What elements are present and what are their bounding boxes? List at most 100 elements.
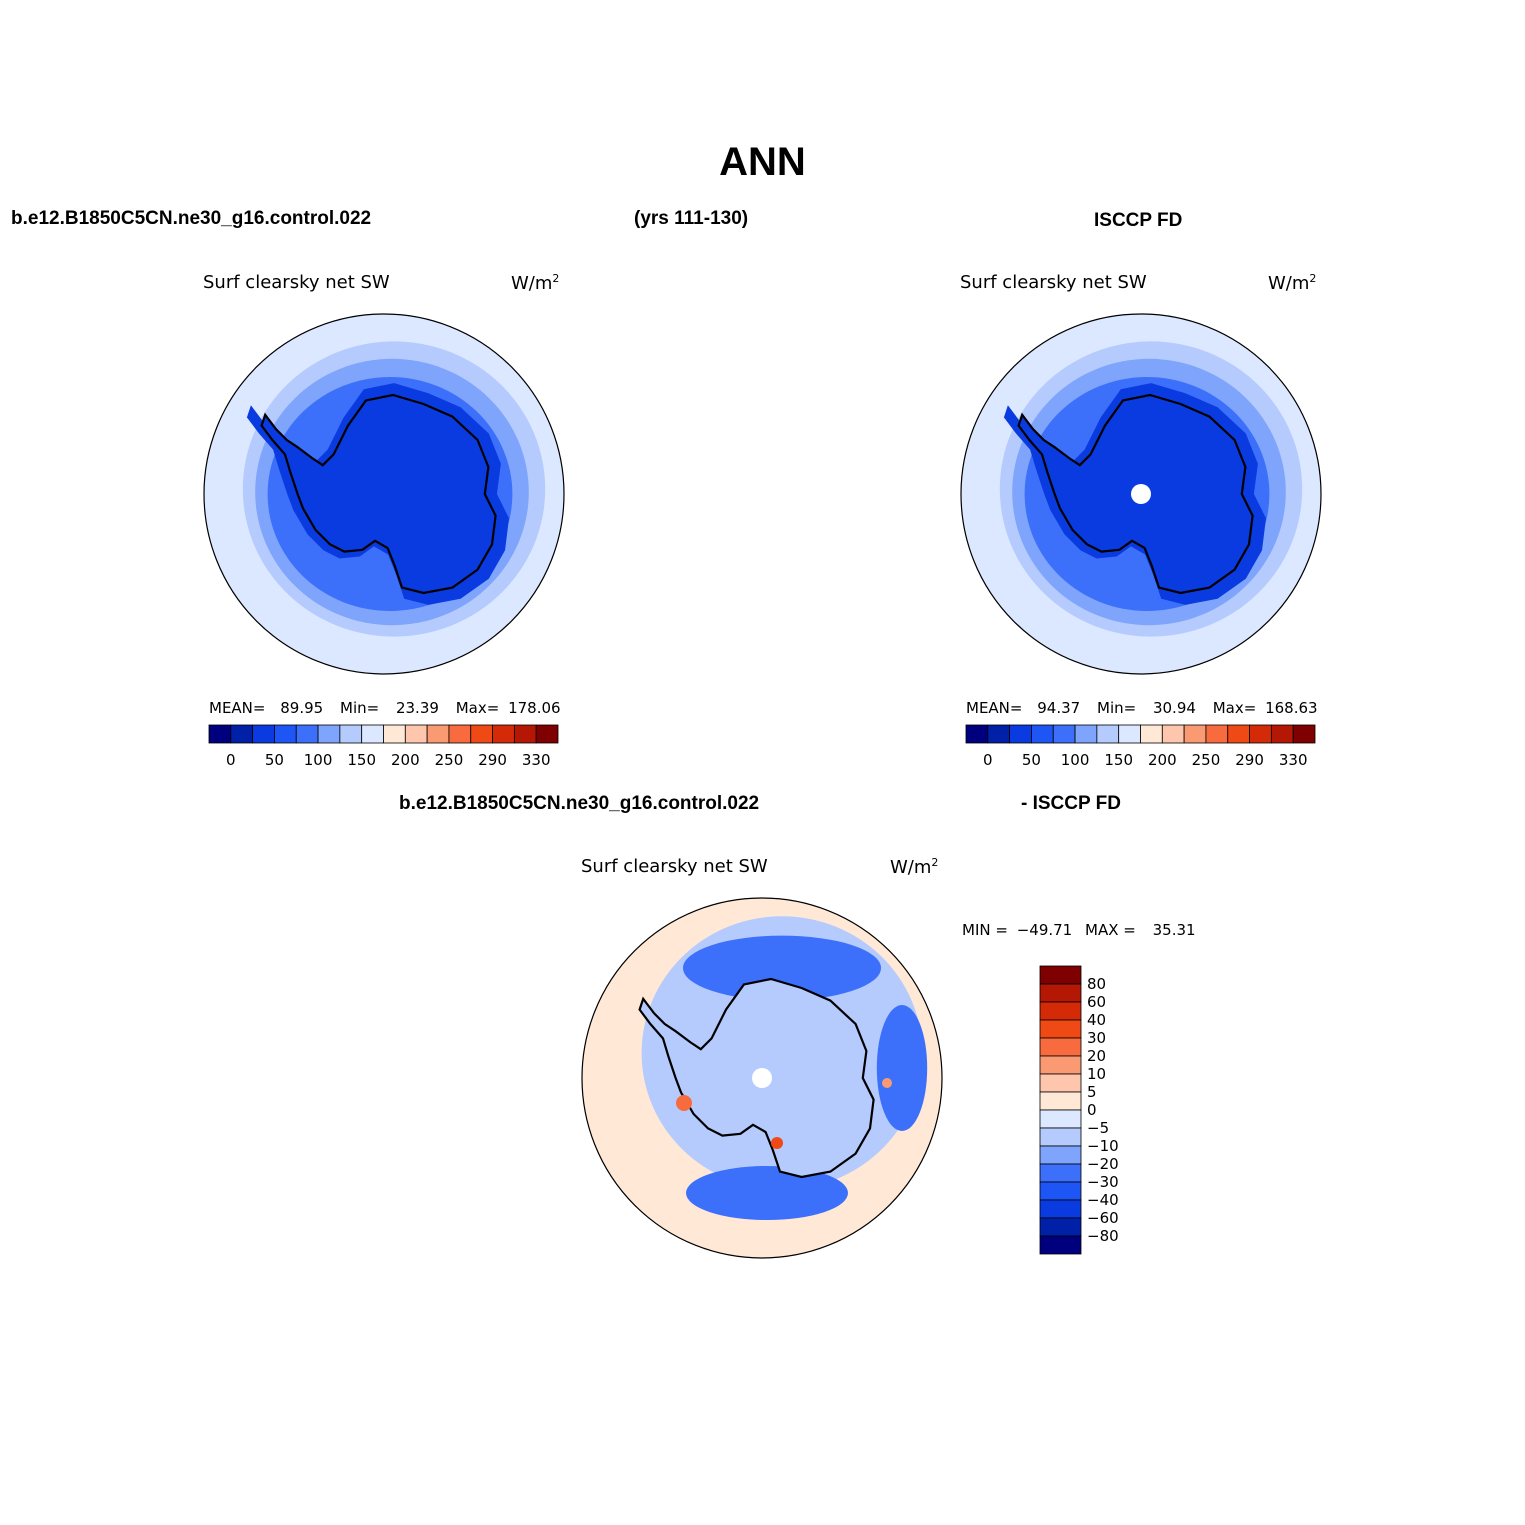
diff-pole-mask [752,1068,772,1088]
diff-colorbar-tick-label: −60 [1087,1209,1119,1227]
diff-colorbar-tick-label: −80 [1087,1227,1119,1245]
diff-colorbar-tick-label: −40 [1087,1191,1119,1209]
panel2-stats: MEAN= 94.37 Min= 30.94 Max= 168.63 [966,699,1318,717]
diff-colorbar-swatch [1039,1109,1082,1129]
panel1-colorbar-swatch [208,724,232,744]
panel1-max-label: Max= [455,699,500,717]
panel1-variable-label: Surf clearsky net SW [203,272,390,293]
diff-colorbar-tick-label: −30 [1087,1173,1119,1191]
panel2-pole-mask [1131,484,1151,504]
diff-colorbar-tick-label: 0 [1087,1101,1097,1119]
diff-positive-spot-3 [882,1078,892,1088]
diff-colorbar-swatch [1039,1073,1082,1093]
diff-case-label: b.e12.B1850C5CN.ne30_g16.control.022 [399,793,760,814]
panel2-colorbar-swatch [1249,724,1272,744]
panel2-colorbar-tick-label: 150 [1104,751,1133,769]
panel2-map-border [960,313,1322,675]
panel1-colorbar-tick-label: 100 [304,751,333,769]
panel1-colorbar-swatch [317,724,341,744]
panel2-colorbar-tick-label: 100 [1061,751,1090,769]
diff-colorbar-swatch [1039,1001,1082,1021]
panel2-colorbar-swatch [1031,724,1054,744]
diff-positive-spot-1 [676,1095,692,1111]
panel2-units-label: W/m2 [1268,272,1316,294]
panel2-colorbar-swatch [1270,724,1294,744]
diff-negative-east [876,1005,928,1131]
diff-units-sup: 2 [931,856,939,869]
panel2-colorbar-swatch [1227,724,1250,744]
diff-colorbar-tick-label: 30 [1087,1029,1106,1047]
panel2-mean-label: MEAN= [966,699,1023,717]
panel2-colorbar-swatch [1292,724,1316,744]
panel1-colorbar-tick-label: 150 [347,751,376,769]
panel1-colorbar-swatch [535,724,559,744]
diff-max-value: 35.31 [1152,921,1196,939]
case-name-label: b.e12.B1850C5CN.ne30_g16.control.022 [11,208,372,229]
diff-negative-south [686,1166,848,1220]
panel1-min-value: 23.39 [395,699,439,717]
diff-colorbar-tick-label: −5 [1087,1119,1109,1137]
diff-colorbar-swatch [1039,1181,1082,1201]
panel1-colorbar-swatch [513,724,537,744]
panel2-colorbar-tick-label: 50 [1022,751,1041,769]
years-label: (yrs 111-130) [634,208,749,229]
diff-min-label: MIN = [962,921,1008,939]
diff-stats: MIN = −49.71 MAX = 35.31 [962,921,1196,939]
diff-colorbar-tick-label: 20 [1087,1047,1106,1065]
diff-colorbar-tick-label: 5 [1087,1083,1097,1101]
diff-colorbar-tick-label: 40 [1087,1011,1106,1029]
panel2-colorbar-swatch [1205,724,1229,744]
diff-colorbar-tick-label: −10 [1087,1137,1119,1155]
diff-colorbar-swatch [1039,983,1082,1003]
diff-obs-label: - ISCCP FD [1021,793,1121,814]
diff-colorbar-swatch [1039,1217,1082,1237]
panel1-units-label: W/m2 [511,272,559,294]
panel1-colorbar-swatch [361,724,384,744]
diff-colorbar-swatch [1039,965,1082,985]
panel2-variable-label: Surf clearsky net SW [960,272,1147,293]
panel2-colorbar-swatch [1140,724,1163,744]
panel1-colorbar-tick-label: 290 [478,751,507,769]
panel1-colorbar-swatch [295,724,319,744]
diff-colorbar-tick-label: 60 [1087,993,1106,1011]
panel2-min-label: Min= [1097,699,1137,717]
panel1-stats: MEAN= 89.95 Min= 23.39 Max= 178.06 [209,699,561,717]
diff-units-label: W/m2 [890,856,938,878]
panel2-colorbar-swatch [1009,724,1032,744]
diff-min-value: −49.71 [1016,921,1073,939]
panel1-units: W/m [511,273,553,294]
panel1-colorbar-tick-label: 200 [391,751,420,769]
panel2-colorbar-swatch [965,724,989,744]
panel2-min-value: 30.94 [1152,699,1196,717]
panel2-colorbar-tick-label: 330 [1279,751,1308,769]
panel2-colorbar-swatch [1052,724,1076,744]
diff-colorbar-swatch [1039,1037,1082,1057]
panel1-colorbar-swatch [339,724,363,744]
diff-colorbar-swatch [1039,1235,1082,1255]
panel2-colorbar-tick-label: 250 [1192,751,1221,769]
panel1-colorbar-swatch [448,724,472,744]
panel1-colorbar-swatch [383,724,406,744]
panel2-colorbar-swatch [987,724,1011,744]
panel2-units: W/m [1268,273,1310,294]
panel1-colorbar-swatch [470,724,493,744]
diff-map-border [581,897,943,1259]
panel1-colorbar-swatch [492,724,515,744]
diff-colorbar-swatch [1039,1127,1082,1147]
panel1-mean-label: MEAN= [209,699,266,717]
diff-colorbar-swatch [1039,1091,1082,1111]
panel1-colorbar-swatch [252,724,275,744]
panel2-colorbar-swatch [1118,724,1141,744]
panel2-colorbar-tick-label: 200 [1148,751,1177,769]
diff-negative-north [683,935,881,1001]
panel1-max-value: 178.06 [508,699,561,717]
panel1-colorbar-swatch [230,724,254,744]
panel1-colorbar-tick-label: 0 [226,751,236,769]
panel1-min-label: Min= [340,699,380,717]
panel2-colorbar-swatch [1161,724,1185,744]
panel2-colorbar-swatch [1096,724,1120,744]
panel1-map-border [203,313,565,675]
panel2-colorbar-swatch [1183,724,1207,744]
panel1-colorbar-swatch [426,724,450,744]
